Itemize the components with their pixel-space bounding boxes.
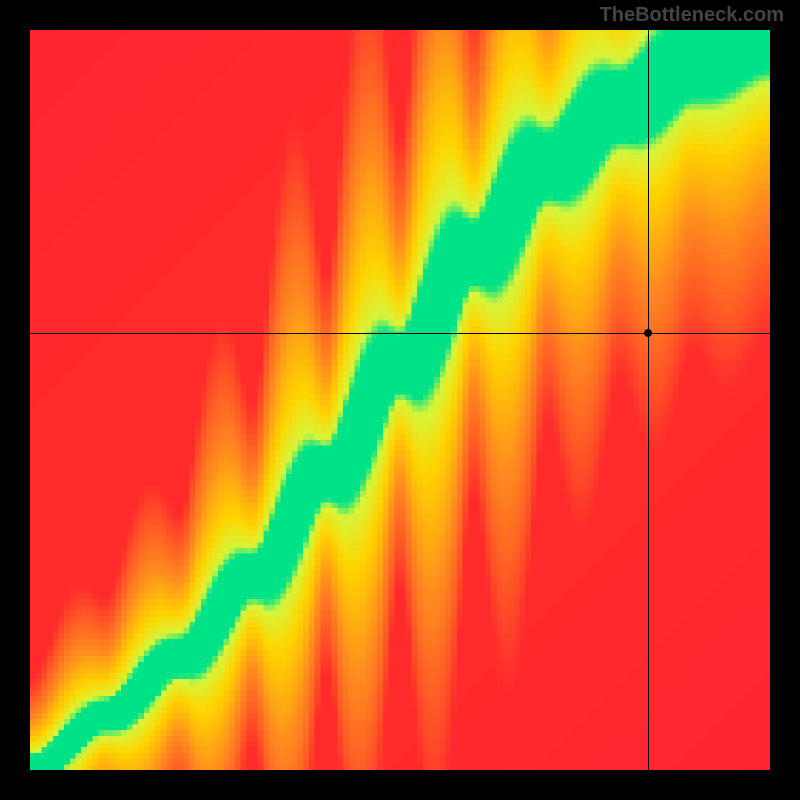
- bottleneck-heatmap: [30, 30, 770, 770]
- attribution-text: TheBottleneck.com: [600, 4, 784, 27]
- chart-container: TheBottleneck.com: [0, 0, 800, 800]
- crosshair-vertical: [648, 30, 649, 770]
- crosshair-marker: [644, 329, 652, 337]
- crosshair-horizontal: [30, 333, 770, 334]
- plot-area: [30, 30, 770, 770]
